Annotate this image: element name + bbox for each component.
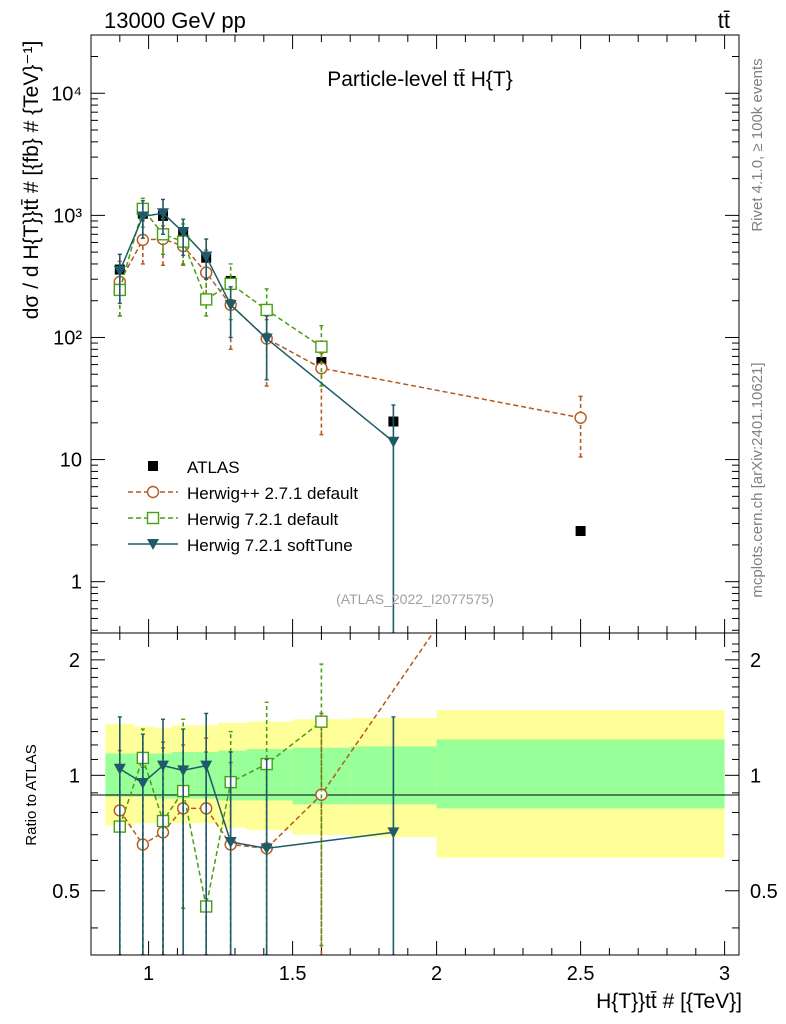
series-herwig-7-2-1-softtune bbox=[113, 198, 400, 633]
ratio-tick-label-right: 0.5 bbox=[750, 881, 778, 903]
axis-ticks: 1 1.5 2 2.5 3 1 10 10² 10³ 10⁴ 0.5 0.5 1 1 2 2 bbox=[51, 34, 778, 985]
process-symbol: tt̄ bbox=[718, 8, 730, 33]
ratio-tick-label: 0.5 bbox=[52, 881, 80, 903]
x-tick-label: 1 bbox=[143, 963, 154, 985]
legend-marker bbox=[148, 461, 158, 471]
data-point bbox=[157, 208, 169, 220]
analysis-watermark: (ATLAS_2022_I2077575) bbox=[336, 591, 494, 607]
data-point bbox=[260, 303, 273, 317]
ratio-tick-label-right: 2 bbox=[750, 650, 761, 672]
legend-marker bbox=[146, 511, 160, 525]
ratio-band-inner bbox=[217, 750, 247, 801]
ratio-tick-label: 1 bbox=[69, 765, 80, 787]
ratio-point bbox=[224, 837, 237, 849]
chart-title: Particle-level tt̄ H{T} bbox=[327, 68, 513, 91]
legend-marker bbox=[146, 485, 160, 499]
legend-label: Herwig 7.2.1 softTune bbox=[187, 536, 353, 555]
legend-marker bbox=[147, 539, 159, 550]
ratio-point bbox=[200, 760, 213, 772]
x-tick-label: 3 bbox=[719, 963, 730, 985]
data-point bbox=[260, 333, 273, 345]
ratio-point bbox=[260, 843, 273, 855]
data-point bbox=[136, 211, 149, 223]
series-layer bbox=[113, 197, 587, 955]
legend-label: Herwig 7.2.1 default bbox=[187, 510, 338, 529]
data-point bbox=[574, 411, 587, 424]
x-tick-label: 2.5 bbox=[567, 963, 595, 985]
ratio-panel-frame bbox=[90, 632, 740, 956]
ratio-series-herwig-7-2-1-softtune bbox=[113, 712, 400, 955]
ratio-tick-label-right: 1 bbox=[750, 765, 761, 787]
ratio-band-inner bbox=[134, 753, 155, 797]
ratio-band-inner bbox=[246, 749, 293, 801]
legend-label: ATLAS bbox=[187, 458, 240, 477]
process-label: 13000 GeV pp bbox=[104, 8, 246, 33]
y-tick-label: 10² bbox=[53, 327, 82, 349]
series-line bbox=[119, 207, 322, 348]
data-point bbox=[224, 299, 237, 311]
mcplots-label: mcplots.cern.ch [arXiv:2401.10621] bbox=[749, 362, 766, 597]
data-point bbox=[575, 526, 586, 537]
ratio-uncertainty-bands bbox=[105, 710, 725, 858]
data-point bbox=[199, 293, 213, 306]
ratio-series-line bbox=[119, 633, 434, 850]
data-point bbox=[200, 251, 213, 263]
ratio-point bbox=[387, 827, 400, 839]
legend: ATLAS Herwig++ 2.7.1 default Herwig 7.2.1 … bbox=[128, 458, 358, 555]
ratio-y-axis-label: Ratio to ATLAS bbox=[23, 744, 40, 845]
legend-label: Herwig++ 2.7.1 default bbox=[187, 484, 358, 503]
data-point bbox=[113, 266, 126, 278]
rivet-version-label: Rivet 4.1.0, ≥ 100k events bbox=[749, 58, 766, 231]
y-tick-label: 10⁴ bbox=[51, 83, 82, 105]
y-tick-label: 1 bbox=[71, 572, 82, 594]
x-tick-label: 1.5 bbox=[279, 963, 307, 985]
ratio-point bbox=[177, 765, 190, 777]
data-point bbox=[177, 227, 190, 239]
y-tick-label: 10 bbox=[60, 450, 82, 472]
data-point bbox=[315, 340, 328, 353]
series-herwig-2-7-1-default bbox=[113, 220, 587, 458]
ratio-point bbox=[113, 763, 126, 775]
series-line bbox=[119, 212, 394, 443]
ratio-band-inner bbox=[436, 739, 725, 809]
x-tick-label: 2 bbox=[431, 963, 442, 985]
ratio-point bbox=[136, 777, 149, 789]
x-axis-label: H{T}}tt̄ # [{TeV}] bbox=[596, 990, 742, 1013]
series-line bbox=[119, 238, 581, 419]
ratio-point bbox=[157, 760, 169, 772]
y-axis-label: dσ / d H{T}}tt̄ # [{fb} # {TeV}⁻¹] bbox=[20, 41, 43, 320]
ratio-tick-label: 2 bbox=[69, 650, 80, 672]
data-point bbox=[387, 436, 400, 448]
ratio-point bbox=[315, 715, 328, 728]
y-tick-label: 10³ bbox=[53, 205, 82, 227]
